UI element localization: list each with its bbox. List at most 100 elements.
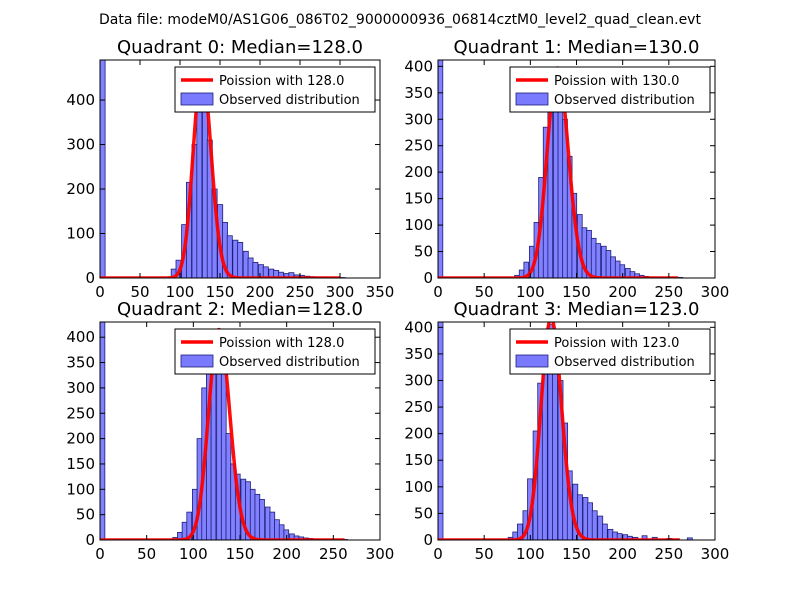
histogram-bar bbox=[605, 250, 612, 278]
legend: Poission with 128.0 Observed distribution bbox=[174, 328, 376, 375]
y-tick-label: 200 bbox=[66, 430, 95, 448]
x-tick-label: 200 bbox=[272, 545, 301, 563]
y-tick-label: 400 bbox=[66, 328, 95, 346]
histogram-bar bbox=[601, 245, 607, 278]
y-tick-label: 100 bbox=[66, 225, 95, 243]
y-tick-label: 0 bbox=[85, 531, 95, 549]
x-tick-label: 200 bbox=[608, 545, 637, 563]
y-tick-label: 300 bbox=[404, 110, 433, 128]
y-tick-label: 200 bbox=[66, 180, 95, 198]
histogram-bar bbox=[626, 535, 633, 540]
x-tick-label: 0 bbox=[433, 545, 443, 563]
legend-bar-swatch bbox=[515, 354, 549, 368]
histogram-bar bbox=[257, 264, 264, 278]
subplot-quadrant-2: Quadrant 2: Median=128.0 0 50 100 150 200 250 3… bbox=[66, 299, 394, 563]
histogram-bar bbox=[277, 271, 284, 278]
x-tick-label: 0 bbox=[95, 283, 105, 301]
histogram-bar bbox=[262, 266, 269, 278]
x-tick-label: 150 bbox=[206, 283, 235, 301]
x-tick-label: 0 bbox=[95, 545, 105, 563]
y-tick-label: 0 bbox=[423, 269, 433, 287]
y-tick-label: 350 bbox=[66, 354, 95, 372]
legend-bar-swatch bbox=[515, 92, 549, 106]
x-tick-label: 200 bbox=[608, 283, 637, 301]
subplot-title: Quadrant 3: Median=123.0 bbox=[454, 299, 700, 320]
legend-label-poisson: Poission with 130.0 bbox=[554, 74, 679, 89]
x-tick-label: 150 bbox=[226, 545, 255, 563]
legend-label-observed: Observed distribution bbox=[219, 93, 360, 108]
y-tick-label: 50 bbox=[414, 504, 433, 522]
histogram-bar bbox=[242, 250, 249, 278]
x-tick-label: 200 bbox=[246, 283, 275, 301]
subplot-grid: Quadrant 0: Median=128.0 0 50 100 150 200 250 3… bbox=[66, 37, 729, 563]
histogram-bar bbox=[259, 499, 265, 540]
figure-suptitle: Data file: modeM0/AS1G06_086T02_90000009… bbox=[99, 12, 701, 28]
x-tick-label: 50 bbox=[475, 545, 494, 563]
histogram-bar bbox=[100, 60, 106, 278]
histogram-bar bbox=[274, 519, 280, 540]
histogram-bar bbox=[283, 529, 290, 540]
histogram-bar bbox=[232, 239, 239, 278]
y-tick-label: 300 bbox=[66, 379, 95, 397]
histogram-bar bbox=[557, 87, 564, 278]
y-tick-label: 250 bbox=[404, 398, 433, 416]
legend-bar-swatch bbox=[180, 92, 214, 106]
x-tick-label: 250 bbox=[655, 283, 684, 301]
x-tick-label: 100 bbox=[516, 545, 545, 563]
legend-label-observed: Observed distribution bbox=[554, 355, 695, 370]
x-tick-label: 350 bbox=[366, 283, 395, 301]
subplot-title: Quadrant 0: Median=128.0 bbox=[117, 37, 363, 58]
axes-frame bbox=[99, 59, 381, 279]
x-tick-label: 300 bbox=[701, 283, 730, 301]
x-tick-label: 50 bbox=[130, 283, 149, 301]
histogram-bar bbox=[220, 372, 227, 540]
x-tick-label: 250 bbox=[286, 283, 315, 301]
x-tick-label: 300 bbox=[701, 545, 730, 563]
histogram-bar bbox=[595, 243, 602, 278]
subplot-quadrant-1: Quadrant 1: Median=130.0 0 50 100 150 200 250 3… bbox=[404, 37, 729, 301]
x-tick-label: 0 bbox=[433, 283, 443, 301]
legend: Poission with 123.0 Observed distribution bbox=[509, 328, 711, 375]
legend-bar-swatch bbox=[180, 354, 214, 368]
histogram-bar bbox=[196, 101, 203, 278]
legend-label-observed: Observed distribution bbox=[219, 355, 360, 370]
y-tick-label: 0 bbox=[423, 531, 433, 549]
x-tick-label: 150 bbox=[562, 545, 591, 563]
histogram-bar bbox=[226, 235, 233, 278]
legend-label-poisson: Poission with 128.0 bbox=[219, 74, 344, 89]
x-tick-label: 300 bbox=[326, 283, 355, 301]
histogram-bar bbox=[254, 493, 261, 540]
y-tick-label: 350 bbox=[404, 84, 433, 102]
x-tick-label: 50 bbox=[137, 545, 156, 563]
x-tick-label: 250 bbox=[655, 545, 684, 563]
histogram-bar bbox=[614, 260, 621, 278]
subplot-title: Quadrant 1: Median=130.0 bbox=[454, 37, 700, 58]
subplot-quadrant-3: Quadrant 3: Median=123.0 0 50 100 150 200 250 3… bbox=[404, 299, 729, 563]
histogram-bar bbox=[288, 272, 295, 278]
histogram-bar bbox=[601, 523, 608, 540]
histogram-bar bbox=[247, 257, 254, 278]
histogram-bar bbox=[438, 322, 444, 540]
x-tick-label: 50 bbox=[475, 283, 494, 301]
legend-label-poisson: Poission with 128.0 bbox=[219, 336, 344, 351]
y-tick-label: 150 bbox=[66, 455, 95, 473]
y-tick-label: 400 bbox=[404, 318, 433, 336]
legend-label-poisson: Poission with 123.0 bbox=[554, 336, 679, 351]
x-tick-label: 100 bbox=[166, 283, 195, 301]
histogram-bar bbox=[225, 433, 232, 540]
x-tick-label: 100 bbox=[516, 283, 545, 301]
y-tick-label: 400 bbox=[66, 91, 95, 109]
y-tick-label: 300 bbox=[404, 371, 433, 389]
x-tick-label: 150 bbox=[562, 283, 591, 301]
histogram-bar bbox=[591, 510, 598, 540]
legend: Poission with 128.0 Observed distribution bbox=[174, 66, 376, 113]
histogram-bar bbox=[278, 524, 285, 540]
x-tick-label: 300 bbox=[366, 545, 395, 563]
y-tick-label: 50 bbox=[76, 506, 95, 524]
y-tick-label: 200 bbox=[404, 163, 433, 181]
y-tick-label: 300 bbox=[66, 136, 95, 154]
y-tick-label: 200 bbox=[404, 425, 433, 443]
y-tick-label: 250 bbox=[404, 137, 433, 155]
x-tick-label: 100 bbox=[179, 545, 208, 563]
